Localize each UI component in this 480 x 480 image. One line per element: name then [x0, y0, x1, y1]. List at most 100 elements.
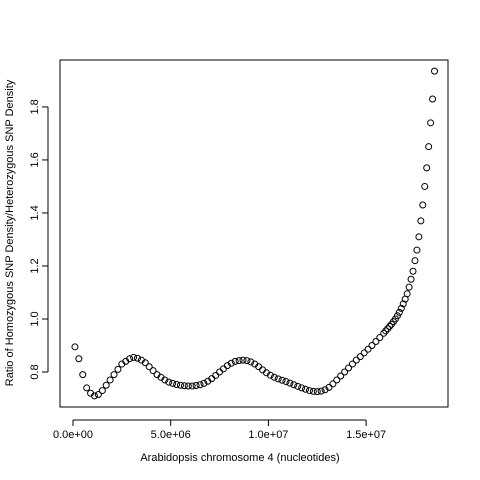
- x-tick-label: 1.5e+07: [346, 429, 386, 441]
- y-tick-label: 1.8: [29, 99, 41, 114]
- point: [421, 182, 429, 190]
- point: [173, 380, 181, 388]
- point: [196, 381, 204, 389]
- point: [71, 343, 79, 351]
- point: [243, 357, 251, 365]
- point: [425, 143, 433, 151]
- point: [427, 119, 435, 127]
- point: [409, 267, 417, 275]
- y-axis-label: Ratio of Homozygous SNP Density/Heterozy…: [4, 79, 16, 386]
- point: [106, 376, 114, 384]
- point: [407, 275, 415, 283]
- point: [429, 95, 437, 103]
- point: [227, 359, 235, 367]
- x-tick-label: 1.0e+07: [248, 429, 288, 441]
- point: [325, 383, 333, 391]
- point: [417, 217, 425, 225]
- point: [126, 355, 134, 363]
- point: [397, 304, 405, 312]
- point: [348, 360, 356, 368]
- x-tick-label: 5.0e+06: [151, 429, 191, 441]
- point: [333, 376, 341, 384]
- point: [200, 379, 208, 387]
- point: [419, 201, 427, 209]
- point: [282, 378, 290, 386]
- point: [286, 379, 294, 387]
- point: [317, 387, 325, 395]
- point: [90, 392, 98, 400]
- point: [223, 362, 231, 370]
- point: [313, 388, 321, 396]
- x-tick-label: 0.0e+00: [53, 429, 93, 441]
- point: [399, 300, 407, 308]
- point: [382, 327, 390, 335]
- point: [235, 357, 243, 365]
- point: [395, 308, 403, 316]
- y-tick-label: 1.2: [29, 258, 41, 273]
- point: [239, 356, 247, 364]
- point: [278, 376, 286, 384]
- y-tick-label: 1.6: [29, 152, 41, 167]
- point: [102, 381, 110, 389]
- point: [386, 322, 394, 330]
- point: [356, 353, 364, 361]
- point: [114, 365, 122, 373]
- point: [368, 341, 376, 349]
- point: [294, 382, 302, 390]
- point: [145, 363, 153, 371]
- point: [411, 257, 419, 265]
- point: [188, 382, 196, 390]
- point: [341, 368, 349, 376]
- point: [266, 371, 274, 379]
- point: [415, 233, 423, 241]
- point: [302, 385, 310, 393]
- point: [110, 371, 118, 379]
- point: [75, 355, 83, 363]
- point: [337, 372, 345, 380]
- point: [133, 354, 141, 362]
- point: [305, 387, 313, 395]
- point: [212, 371, 220, 379]
- point: [329, 380, 337, 388]
- point: [298, 384, 306, 392]
- point: [413, 246, 421, 254]
- point: [176, 381, 184, 389]
- point: [180, 382, 188, 390]
- point: [149, 367, 157, 375]
- point: [372, 338, 380, 346]
- point: [360, 349, 368, 357]
- point: [98, 387, 106, 395]
- point: [169, 379, 177, 387]
- point: [231, 357, 239, 365]
- point: [247, 358, 255, 366]
- point: [352, 356, 360, 364]
- point: [345, 364, 353, 372]
- point: [364, 345, 372, 353]
- point: [83, 384, 91, 392]
- point: [161, 376, 169, 384]
- x-axis-label: Arabidopsis chromosome 4 (nucleotides): [140, 452, 339, 464]
- point: [192, 382, 200, 390]
- point: [309, 387, 317, 395]
- point: [274, 375, 282, 383]
- point: [184, 382, 192, 390]
- y-tick-label: 1.4: [29, 205, 41, 220]
- point: [79, 371, 87, 379]
- point: [423, 164, 431, 172]
- y-tick-label: 0.8: [29, 364, 41, 379]
- point: [393, 312, 401, 320]
- point: [141, 359, 149, 367]
- plot-box: [59, 59, 449, 408]
- point: [290, 381, 298, 389]
- point: [321, 386, 329, 394]
- point: [376, 334, 384, 342]
- point: [262, 369, 270, 377]
- point: [405, 283, 413, 291]
- y-tick-label: 1.0: [29, 311, 41, 326]
- point: [94, 391, 102, 399]
- point: [270, 373, 278, 381]
- point: [165, 378, 173, 386]
- point: [403, 290, 411, 298]
- point: [431, 67, 439, 75]
